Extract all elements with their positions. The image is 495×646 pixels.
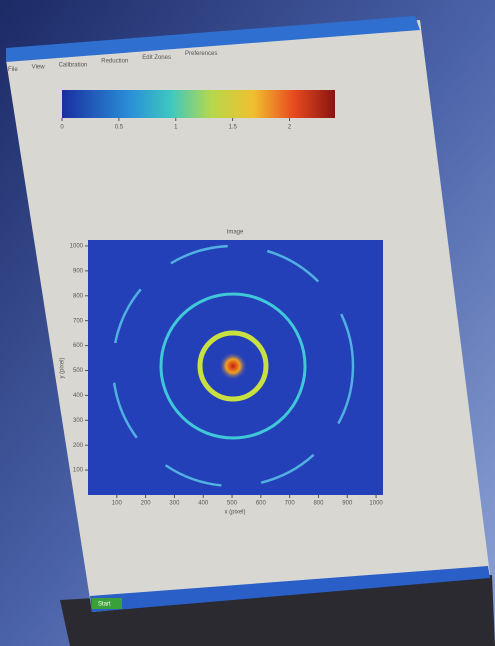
y-tick-label: 300 bbox=[73, 418, 84, 424]
plot-title: Image bbox=[227, 230, 244, 236]
y-tick-label: 1000 bbox=[70, 244, 84, 250]
menu-item[interactable]: Preferences bbox=[185, 51, 217, 57]
y-tick-label: 800 bbox=[73, 293, 84, 299]
colorbar-tick-label: 1.5 bbox=[228, 125, 237, 131]
menu-item[interactable]: Calibration bbox=[59, 62, 88, 68]
y-tick-label: 200 bbox=[73, 443, 84, 449]
x-tick-label: 600 bbox=[256, 501, 267, 507]
start-label: Start bbox=[98, 602, 111, 608]
y-tick-label: 700 bbox=[73, 318, 84, 324]
x-tick-label: 700 bbox=[285, 501, 296, 507]
x-tick-label: 200 bbox=[141, 501, 152, 507]
start-button[interactable] bbox=[92, 598, 122, 609]
axes: 100 200 300 400 500 600 700 800 900 1000 100 200 300… bbox=[70, 244, 384, 507]
y-label: y (pixel) bbox=[60, 357, 66, 378]
x-tick-label: 300 bbox=[169, 501, 180, 507]
monitor-bezel bbox=[60, 575, 495, 646]
y-tick-label: 400 bbox=[73, 393, 84, 399]
menu-item[interactable]: Reduction bbox=[101, 58, 128, 64]
menu-bar: File View Calibration Reduction Edit Zones Pr… bbox=[8, 51, 217, 73]
colorbar-tick-label: 0 bbox=[60, 125, 64, 131]
x-tick-label: 900 bbox=[342, 501, 353, 507]
x-tick-label: 800 bbox=[313, 501, 324, 507]
y-tick-label: 900 bbox=[73, 268, 84, 274]
colorbar bbox=[62, 90, 335, 118]
menu-item[interactable]: Edit Zones bbox=[142, 55, 171, 61]
y-tick-label: 100 bbox=[73, 468, 84, 474]
taskbar bbox=[90, 566, 490, 612]
title-bar bbox=[6, 16, 420, 62]
colorbar-tick-label: 2 bbox=[288, 125, 292, 131]
colorbar-tick-label: 0.5 bbox=[115, 125, 124, 131]
rings bbox=[111, 244, 355, 488]
colorbar-ticks: 0 0.5 1 1.5 2 bbox=[60, 118, 292, 131]
menu-item[interactable]: View bbox=[32, 65, 46, 71]
y-tick-label: 500 bbox=[73, 368, 84, 374]
x-tick-label: 400 bbox=[198, 501, 209, 507]
y-tick-label: 600 bbox=[73, 343, 84, 349]
menu-item[interactable]: File bbox=[8, 67, 18, 73]
x-tick-label: 500 bbox=[227, 501, 238, 507]
x-label: x (pixel) bbox=[224, 510, 245, 516]
colorbar-tick-label: 1 bbox=[174, 125, 178, 131]
x-tick-label: 1000 bbox=[369, 501, 383, 507]
x-tick-label: 100 bbox=[112, 501, 123, 507]
